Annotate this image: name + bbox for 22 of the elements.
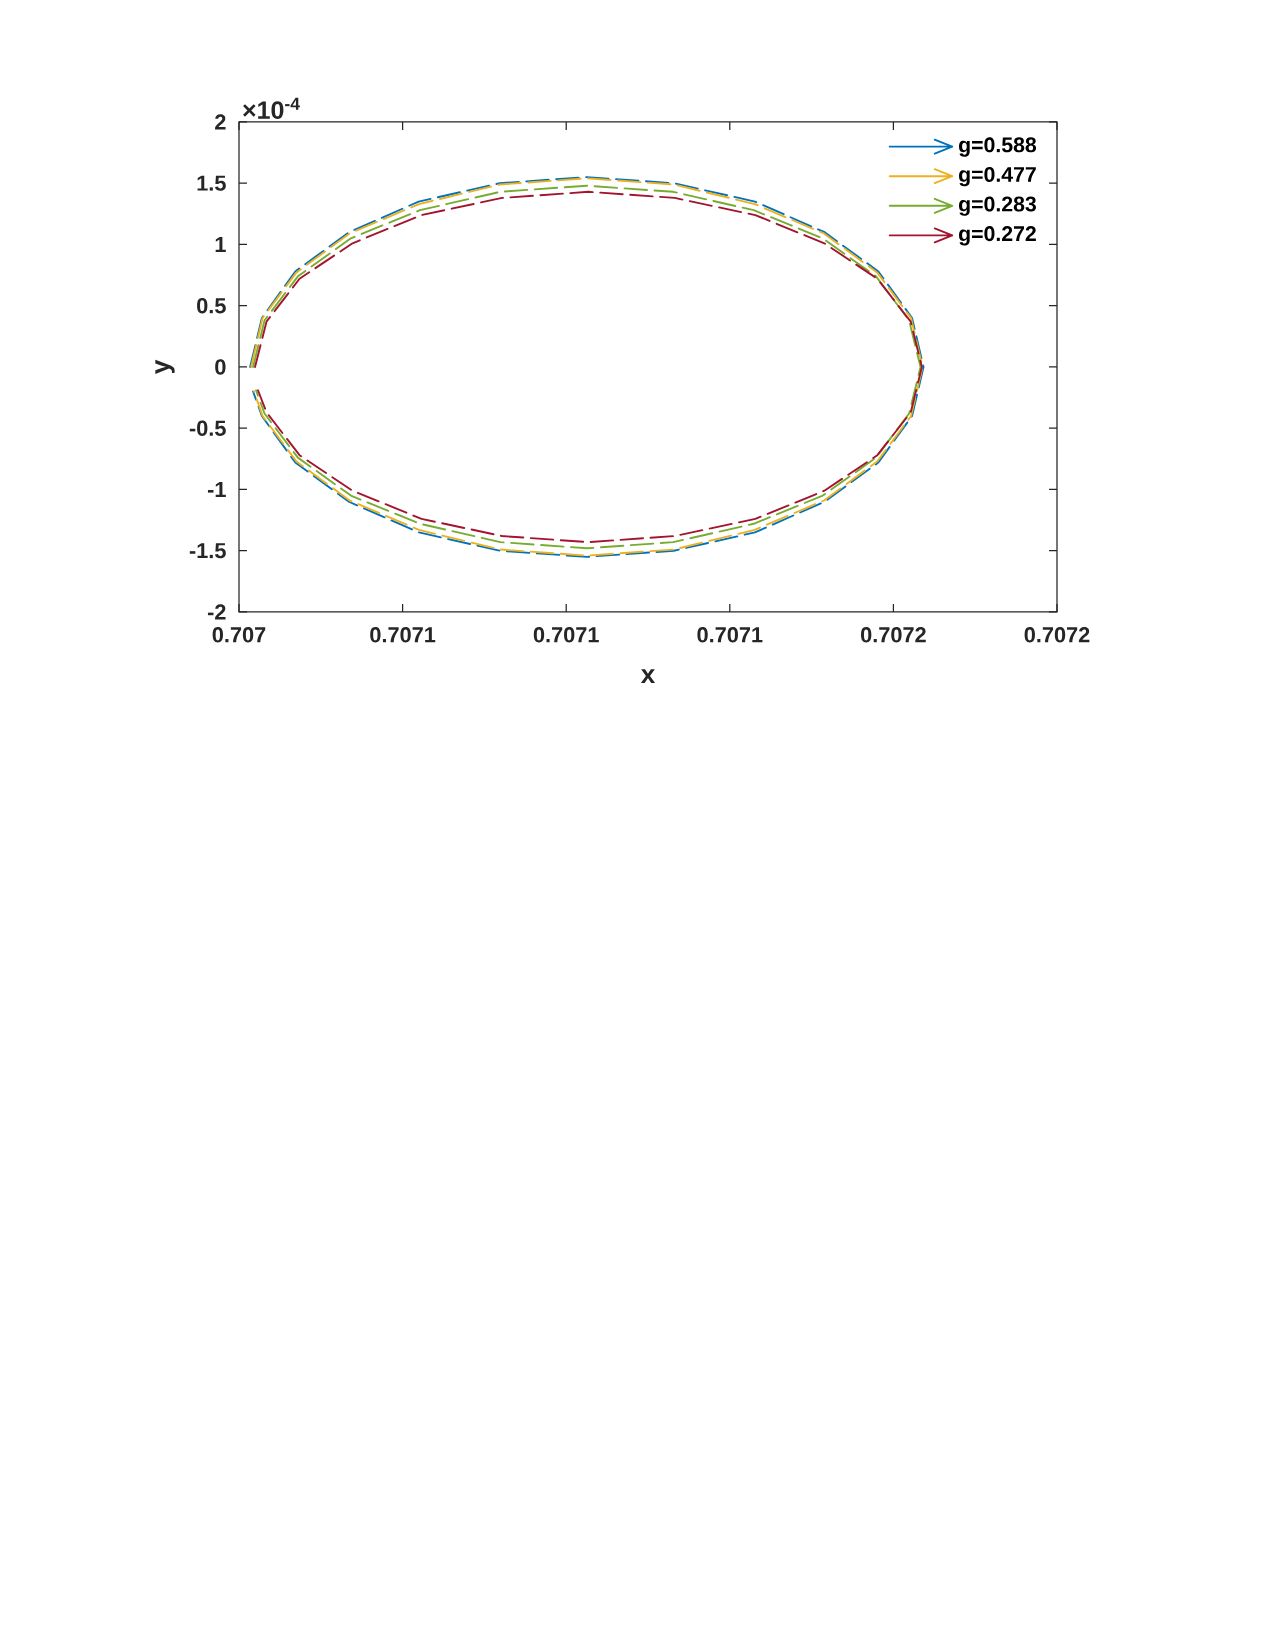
- y-tick-label: -1: [207, 481, 226, 497]
- x-axis-title: x: [640, 669, 656, 684]
- text: ×10$^{-4}$: [243, 97, 300, 119]
- y-tick-label: -2: [207, 604, 226, 620]
- x-tick-label: 0.7071: [370, 627, 436, 643]
- x-tick-label: 0.7071: [533, 627, 599, 643]
- x-tick-label: 0.7072: [861, 627, 926, 643]
- y-tick-label: 1: [215, 236, 226, 252]
- y-tick-label: -1.5: [189, 543, 226, 559]
- y-tick-label: 2: [215, 114, 226, 130]
- y-tick-label: 0.5: [197, 298, 226, 314]
- legend-label: g=0.477: [959, 166, 1036, 187]
- legend-label: g=0.283: [959, 196, 1036, 216]
- x-tick-label: 0.7071: [697, 627, 763, 643]
- legend-label: g=0.272: [959, 226, 1036, 246]
- y-tick-label: -0.5: [189, 420, 226, 436]
- y-axis-title: y: [155, 359, 175, 375]
- x-tick-label: 0.707: [212, 627, 266, 643]
- y-tick-label: 1.5: [197, 175, 226, 191]
- y-tick-label: 0: [215, 359, 226, 375]
- x-tick-label: 0.7072: [1024, 627, 1090, 643]
- legend-label: g=0.588: [959, 137, 1037, 157]
